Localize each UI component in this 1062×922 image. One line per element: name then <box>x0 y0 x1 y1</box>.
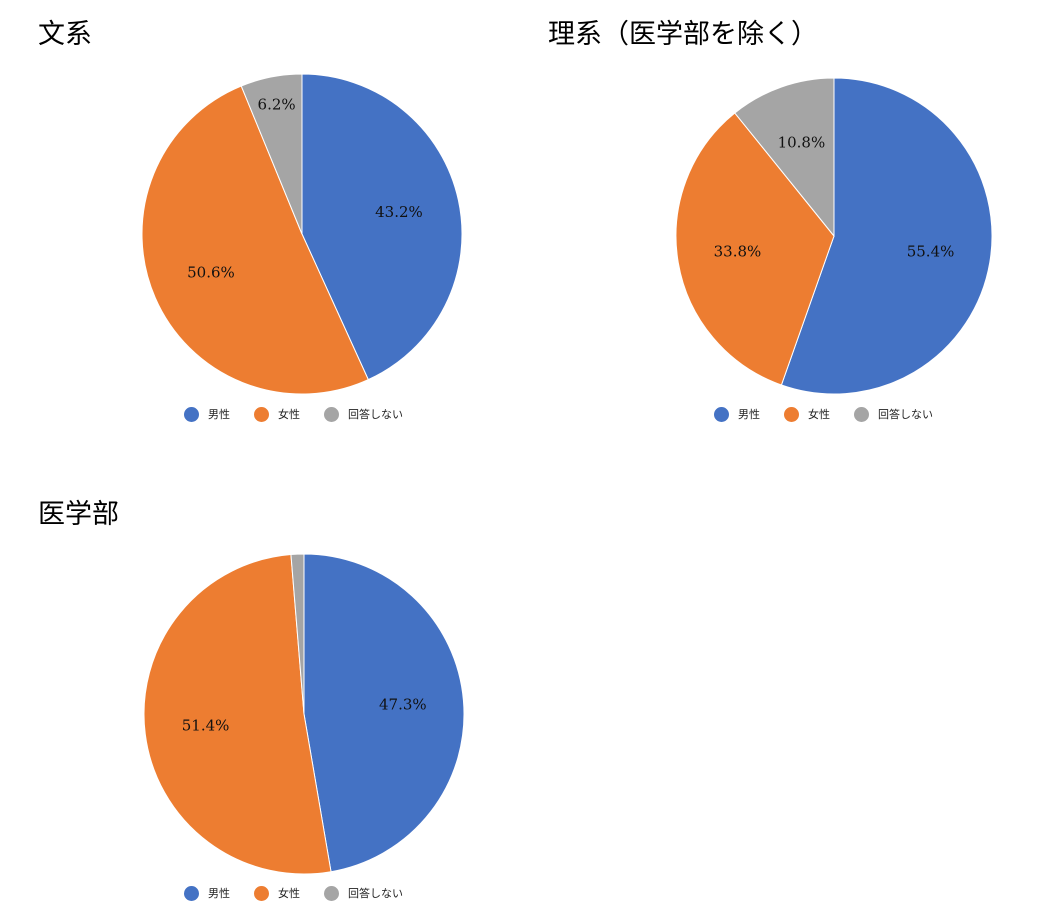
pie-svg: 43.2% 50.6% 6.2% <box>141 73 463 395</box>
legend-swatch <box>854 406 869 422</box>
legend-item-no-answer: 回答しない <box>324 406 403 422</box>
legend-label: 回答しない <box>348 408 403 421</box>
pie-slice-male <box>301 73 463 381</box>
pie-svg: 55.4% 33.8% 10.8% <box>675 77 993 395</box>
chart-title: 理系（医学部を除く） <box>548 19 818 50</box>
legend-label: 男性 <box>208 887 230 900</box>
slice-data-label: 50.6% <box>187 263 235 281</box>
legend-item-male: 男性 <box>184 885 230 901</box>
legend-label: 回答しない <box>878 408 933 421</box>
legend-label: 回答しない <box>348 887 403 900</box>
legend-item-female: 女性 <box>784 406 830 422</box>
legend-item-female: 女性 <box>254 406 300 422</box>
chart-legend: 男性 女性 回答しない <box>714 406 933 422</box>
chart-legend: 男性 女性 回答しない <box>184 885 403 901</box>
legend-item-male: 男性 <box>184 406 230 422</box>
legend-swatch <box>714 406 729 422</box>
legend-swatch <box>184 885 199 901</box>
slice-data-label: 55.4% <box>907 243 955 261</box>
pie-slice-no-answer <box>734 77 835 238</box>
legend-item-no-answer: 回答しない <box>854 406 933 422</box>
slice-data-label: 51.4% <box>182 716 230 734</box>
slice-data-label: 33.8% <box>714 243 762 261</box>
chart-legend: 男性 女性 回答しない <box>184 406 403 422</box>
pie-slice-male <box>303 553 465 873</box>
pie-slice-female <box>675 112 835 386</box>
legend-item-no-answer: 回答しない <box>324 885 403 901</box>
legend-swatch <box>254 885 269 901</box>
legend-label: 女性 <box>808 408 830 421</box>
chart-title: 医学部 <box>38 499 119 530</box>
legend-label: 男性 <box>208 408 230 421</box>
pie-slice-no-answer <box>290 553 305 715</box>
legend-swatch <box>784 406 799 422</box>
legend-item-male: 男性 <box>714 406 760 422</box>
legend-label: 男性 <box>738 408 760 421</box>
pie-svg: 47.3% 51.4% <box>143 553 465 875</box>
legend-swatch <box>324 406 339 422</box>
legend-swatch <box>254 406 269 422</box>
legend-label: 女性 <box>278 408 300 421</box>
chart-title: 文系 <box>38 19 92 50</box>
legend-item-female: 女性 <box>254 885 300 901</box>
pie-slice-female <box>143 553 332 875</box>
slice-data-label: 47.3% <box>379 696 427 714</box>
legend-swatch <box>324 885 339 901</box>
slice-data-label: 6.2% <box>258 95 296 113</box>
pie-slice-female <box>141 85 369 395</box>
legend-label: 女性 <box>278 887 300 900</box>
legend-swatch <box>184 406 199 422</box>
slice-data-label: 10.8% <box>778 134 826 152</box>
pie-slice-no-answer <box>240 73 303 235</box>
slice-data-label: 43.2% <box>375 203 423 221</box>
